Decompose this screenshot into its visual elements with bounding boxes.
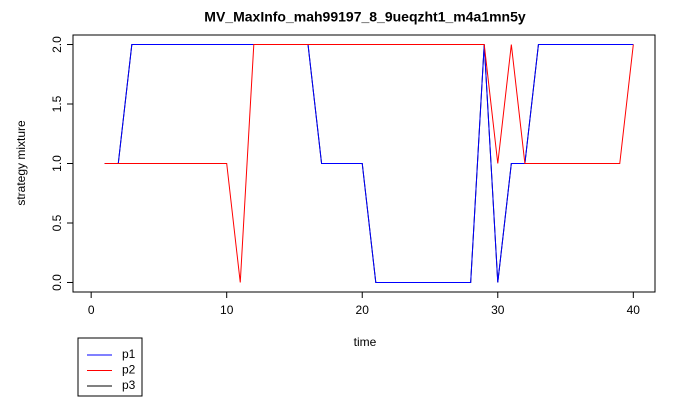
x-tick-label: 0 <box>88 303 95 317</box>
y-tick-label: 0.5 <box>50 214 64 231</box>
x-axis-label: time <box>354 335 377 349</box>
y-tick-label: 2.0 <box>50 36 64 53</box>
legend-label: p2 <box>122 363 136 377</box>
legend-label: p1 <box>122 347 136 361</box>
x-tick-label: 10 <box>220 303 234 317</box>
y-tick-label: 1.0 <box>50 155 64 172</box>
x-tick-label: 40 <box>627 303 641 317</box>
legend-label: p3 <box>122 378 136 392</box>
series-line <box>104 44 634 283</box>
y-axis-label: strategy mixture <box>14 120 28 206</box>
chart-title: MV_MaxInfo_mah99197_8_9ueqzht1_m4a1mn5y <box>204 9 526 25</box>
series-line <box>104 44 634 283</box>
y-tick-label: 1.5 <box>50 95 64 112</box>
y-tick-label: 0.0 <box>50 274 64 291</box>
x-tick-label: 20 <box>356 303 370 317</box>
x-tick-label: 30 <box>491 303 505 317</box>
